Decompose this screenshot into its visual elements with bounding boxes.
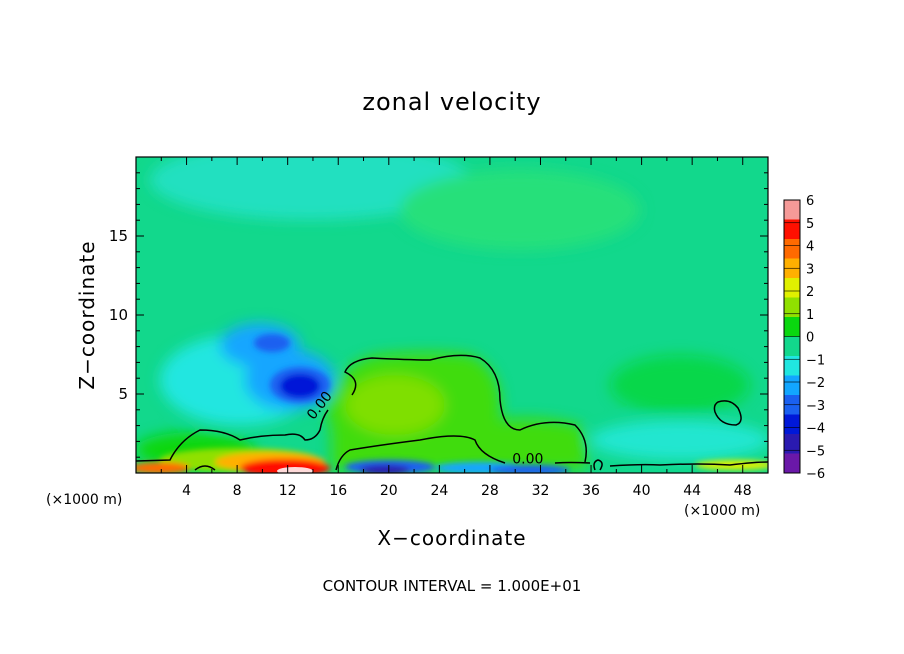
x-axis: 4 8 12 16 20 24 28 32 36 40 44 48 [160, 157, 752, 499]
colorbar-tick-label: 3 [806, 262, 814, 277]
x-unit-note-right: (×1000 m) [684, 503, 761, 519]
x-tick-label: 28 [481, 483, 499, 499]
x-tick-label: 44 [683, 483, 701, 499]
colorbar-tick-label: −6 [806, 467, 825, 482]
colorbar-swatch [784, 356, 800, 376]
colorbar-tick-label: 1 [806, 308, 814, 323]
colorbar-tick-label: 6 [806, 194, 814, 209]
zero-contours [136, 354, 768, 471]
x-tick-label: 8 [233, 483, 242, 499]
y-tick-label: 10 [109, 306, 128, 324]
colorbar-tick-label: −3 [806, 399, 825, 414]
colorbar-swatch [784, 414, 800, 434]
colorbar-swatch [784, 317, 800, 337]
heatmap-field [136, 157, 768, 473]
colorbar-swatch [784, 219, 800, 239]
colorbar-tick-label: 5 [806, 217, 814, 232]
x-tick-label: 20 [380, 483, 398, 499]
colorbar-swatch [784, 200, 800, 220]
y-tick-label: 15 [109, 227, 128, 245]
contour-label: 0.00 [512, 452, 543, 468]
y-axis-label: Z−coordinate [75, 240, 99, 390]
chart-title: zonal velocity [362, 88, 542, 116]
x-tick-label: 36 [582, 483, 600, 499]
x-tick-label: 40 [633, 483, 651, 499]
y-tick-label: 5 [118, 385, 128, 403]
colorbar: 6 5 4 3 2 1 0 −1 −2 −3 −4 −5 −6 [783, 194, 825, 482]
x-tick-label: 32 [532, 483, 550, 499]
colorbar-tick-label: −5 [806, 444, 825, 459]
y-axis: 5 10 15 [109, 172, 768, 458]
colorbar-swatch [784, 434, 800, 454]
x-tick-label: 16 [329, 483, 347, 499]
colorbar-swatch [784, 375, 800, 395]
x-unit-note-left: (×1000 m) [46, 492, 123, 508]
colorbar-tick-label: −2 [806, 376, 825, 391]
colorbar-swatch [784, 297, 800, 317]
colorbar-tick-label: 2 [806, 285, 814, 300]
colorbar-swatch [784, 239, 800, 259]
x-tick-label: 4 [182, 483, 191, 499]
colorbar-tick-label: 0 [806, 331, 814, 346]
colorbar-tick-label: −4 [806, 422, 825, 437]
x-tick-label: 12 [279, 483, 297, 499]
contour-interval-note: CONTOUR INTERVAL = 1.000E+01 [322, 577, 582, 595]
colorbar-tick-label: −1 [806, 353, 825, 368]
colorbar-tick-label: 4 [806, 240, 814, 255]
colorbar-swatch [784, 278, 800, 298]
colorbar-swatch [784, 336, 800, 356]
x-tick-label: 48 [734, 483, 752, 499]
x-axis-label: X−coordinate [377, 526, 527, 550]
colorbar-swatch [784, 453, 800, 473]
x-tick-label: 24 [430, 483, 448, 499]
